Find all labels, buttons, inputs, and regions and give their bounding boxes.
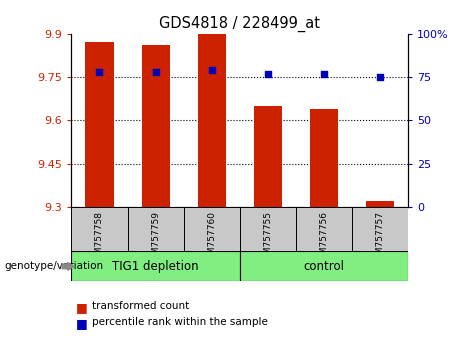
Point <box>376 74 384 80</box>
Bar <box>198 34 226 207</box>
Bar <box>240 251 408 281</box>
Bar <box>85 42 113 207</box>
Text: GSM757759: GSM757759 <box>151 211 160 266</box>
Bar <box>352 207 408 251</box>
Text: transformed count: transformed count <box>92 301 189 311</box>
Point <box>320 71 327 76</box>
Text: TIG1 depletion: TIG1 depletion <box>112 260 199 273</box>
Bar <box>142 45 170 207</box>
Text: GSM757756: GSM757756 <box>319 211 328 266</box>
Title: GDS4818 / 228499_at: GDS4818 / 228499_at <box>159 16 320 32</box>
Bar <box>71 207 128 251</box>
Point <box>264 71 272 76</box>
Bar <box>240 207 296 251</box>
Text: percentile rank within the sample: percentile rank within the sample <box>92 317 268 327</box>
Text: ■: ■ <box>76 317 88 330</box>
Point <box>208 67 215 73</box>
Bar <box>254 106 282 207</box>
Point <box>96 69 103 75</box>
Bar <box>310 109 338 207</box>
Text: control: control <box>303 260 344 273</box>
Bar <box>296 207 352 251</box>
Text: GSM757758: GSM757758 <box>95 211 104 266</box>
Text: genotype/variation: genotype/variation <box>5 261 104 272</box>
Text: GSM757760: GSM757760 <box>207 211 216 266</box>
Text: GSM757757: GSM757757 <box>375 211 384 266</box>
Bar <box>183 207 240 251</box>
Text: GSM757755: GSM757755 <box>263 211 272 266</box>
Text: ■: ■ <box>76 301 88 314</box>
Bar <box>128 207 183 251</box>
Point <box>152 69 160 75</box>
Bar <box>366 201 394 207</box>
Bar <box>71 251 240 281</box>
